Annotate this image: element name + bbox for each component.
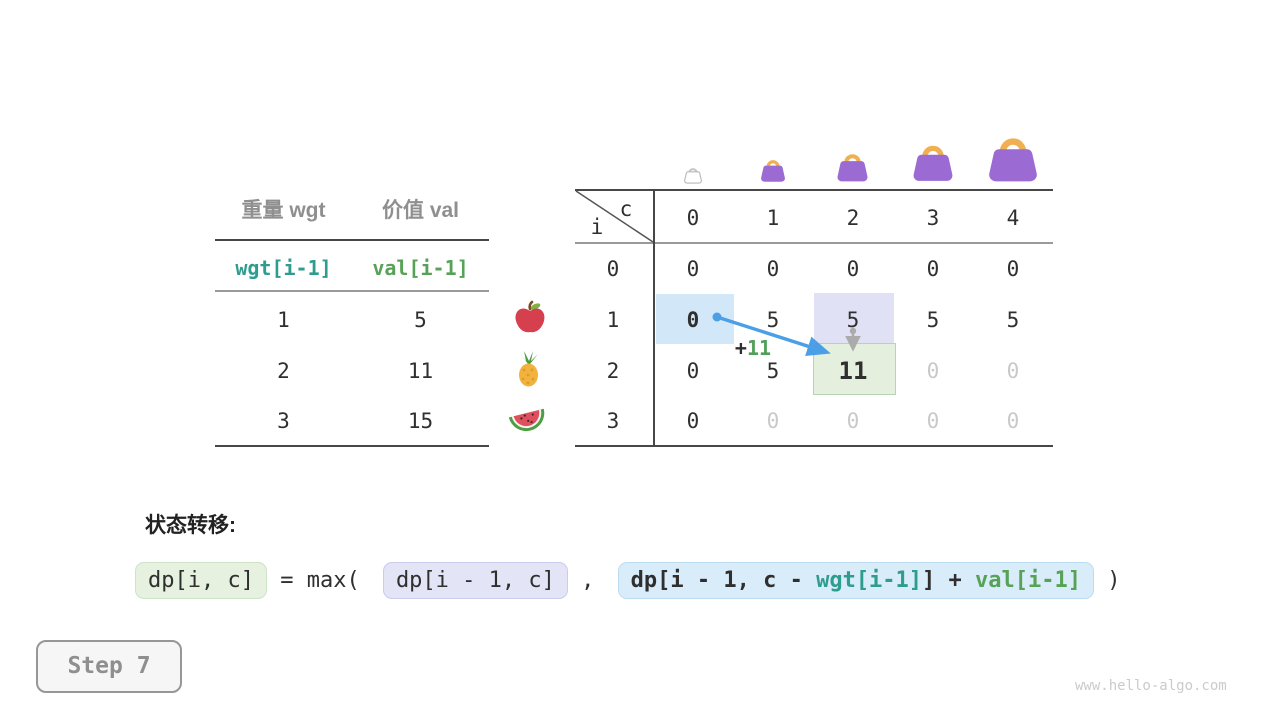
dp-col-header: 2 — [846, 206, 860, 230]
dp-cell-2-4: 0 — [1006, 359, 1020, 383]
dp-col-header: 1 — [766, 206, 780, 230]
dp-cell-0-4: 0 — [1006, 257, 1020, 281]
dp-table-bottom-rule — [575, 445, 1053, 447]
formula-arg2-val: val[i-1] — [975, 567, 1081, 593]
bag-large-icon — [912, 139, 954, 183]
watermark: www.hello-algo.com — [1075, 678, 1227, 694]
dp-cell-3-1: 0 — [766, 409, 780, 433]
items-symbol-wgt: wgt[i-1] — [235, 256, 332, 280]
item-2-value: 11 — [407, 359, 434, 383]
transition-add-label: +11 — [728, 336, 778, 360]
formula-arg2-wgt: wgt[i-1] — [816, 567, 923, 593]
dp-table-header-rule — [575, 242, 1053, 244]
dp-cell-1-4: 5 — [1006, 308, 1020, 332]
dp-row-header: 3 — [606, 409, 620, 433]
dp-col-header: 3 — [926, 206, 940, 230]
formula-comma: , — [567, 567, 608, 593]
apple-icon — [512, 300, 548, 336]
formula-arg1-pill: dp[i - 1, c] — [382, 561, 568, 599]
watermelon-icon — [506, 402, 548, 436]
dp-row-header: 2 — [606, 359, 620, 383]
dp-cell-0-3: 0 — [926, 257, 940, 281]
dp-cell-3-0: 0 — [686, 409, 700, 433]
formula-arg2-prefix: dp[i - 1, c - — [630, 567, 817, 593]
dp-table-top-rule — [575, 189, 1053, 191]
dp-table-vertical-rule — [653, 189, 655, 447]
step-badge: Step 7 — [36, 640, 182, 693]
state-transition-label: 状态转移: — [145, 514, 236, 537]
formula-close-paren: ) — [1094, 567, 1121, 593]
dp-cell-2-0: 0 — [686, 359, 700, 383]
dp-cell-2-3: 0 — [926, 359, 940, 383]
empty-bag-icon — [684, 165, 702, 184]
items-table-mid-rule — [215, 290, 489, 292]
dp-cell-1-3: 5 — [926, 308, 940, 332]
corner-col-var: c — [619, 197, 633, 221]
dp-cell-3-2: 0 — [846, 409, 860, 433]
items-header-value: 价值 val — [381, 199, 460, 222]
dp-cell-1-0: 0 — [686, 308, 700, 332]
formula-lhs-pill: dp[i, c] — [135, 561, 267, 599]
dp-cell-3-4: 0 — [1006, 409, 1020, 433]
item-1-weight: 1 — [277, 308, 290, 332]
item-3-value: 15 — [407, 409, 434, 433]
formula-arg2-pill: dp[i - 1, c - wgt[i-1]] + val[i-1] — [617, 561, 1094, 599]
dp-cell-1-1: 5 — [766, 308, 780, 332]
dp-cell-0-0: 0 — [686, 257, 700, 281]
dp-col-header: 0 — [686, 206, 700, 230]
items-table-bottom-rule — [215, 445, 489, 447]
bag-xlarge-icon — [987, 130, 1039, 184]
dp-row-header: 1 — [606, 308, 620, 332]
item-1-value: 5 — [414, 308, 427, 332]
dp-cell-1-2: 5 — [846, 308, 860, 332]
dp-row-header: 0 — [606, 257, 620, 281]
bag-medium-icon — [836, 149, 869, 183]
dp-cell-3-3: 0 — [926, 409, 940, 433]
items-table-top-rule — [215, 239, 489, 241]
items-symbol-val: val[i-1] — [372, 256, 469, 280]
dp-cell-0-2: 0 — [846, 257, 860, 281]
item-2-weight: 2 — [277, 359, 290, 383]
state-transition-formula: dp[i, c] = max( dp[i - 1, c] , dp[i - 1,… — [135, 559, 1121, 601]
corner-row-var: i — [590, 215, 604, 239]
dp-cell-2-1: 5 — [766, 359, 780, 383]
items-header-weight: 重量 wgt — [241, 199, 326, 222]
formula-arg2-mid: ] + — [922, 567, 976, 593]
added-value: 11 — [746, 336, 772, 360]
item-3-weight: 3 — [277, 409, 290, 433]
bag-small-icon — [760, 156, 786, 183]
pineapple-icon — [510, 350, 547, 388]
plus-sign: + — [734, 336, 747, 360]
dp-cell-0-1: 0 — [766, 257, 780, 281]
dp-col-header: 4 — [1006, 206, 1020, 230]
formula-eq-max: = max( — [266, 567, 373, 593]
dp-cell-2-2: 11 — [838, 357, 868, 385]
